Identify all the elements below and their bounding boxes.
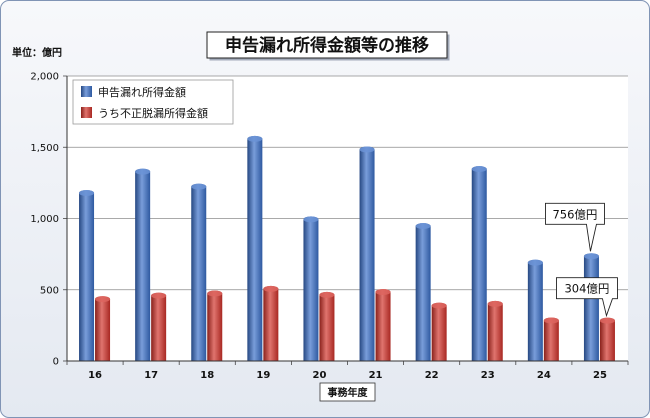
bar-series1-22 xyxy=(415,223,431,361)
annotation-label: 756億円 xyxy=(552,207,597,221)
bar-series1-24 xyxy=(527,259,543,361)
bar-series1-21 xyxy=(359,146,375,361)
bar-series2-24 xyxy=(543,317,559,361)
x-tick-label: 23 xyxy=(481,370,495,381)
bar-series2-22 xyxy=(431,302,447,361)
y-tick-label: 2,000 xyxy=(30,72,59,83)
bar-series2-19 xyxy=(263,285,279,361)
y-tick-label: 1,500 xyxy=(30,143,59,154)
x-tick-label: 24 xyxy=(537,370,551,381)
bar-top-series1-19 xyxy=(247,135,263,142)
bar-series2-25 xyxy=(599,317,615,361)
x-axis-label-box: 事務年度 xyxy=(319,382,376,402)
x-tick-label: 25 xyxy=(593,370,607,381)
bar-top-series1-21 xyxy=(359,146,375,153)
y-axis: 0 500 1,000 1,500 2,000 xyxy=(30,72,68,368)
bar-top-series2-25 xyxy=(599,317,615,324)
bar-top-series2-19 xyxy=(263,285,279,292)
legend-swatch-series-1 xyxy=(81,86,92,97)
annotations: 756億円 304億円 xyxy=(545,202,618,318)
legend: 申告漏れ所得金額 うち不正脱漏所得金額 xyxy=(72,79,234,125)
bar-top-series1-24 xyxy=(527,259,543,266)
bar-series1-18 xyxy=(191,183,207,361)
bar-top-series2-21 xyxy=(375,289,391,296)
x-axis-label-frame xyxy=(319,382,376,402)
bar-series1-20 xyxy=(303,216,319,361)
unit-label: 単位：億円 xyxy=(12,46,62,59)
bar-top-series1-18 xyxy=(191,183,207,190)
legend-swatch-series-2 xyxy=(81,107,92,118)
bars xyxy=(79,135,615,361)
bar-series1-17 xyxy=(135,168,151,361)
annotation-callout xyxy=(545,202,605,252)
chart-title-box: 申告漏れ所得金額等の推移 xyxy=(206,31,450,61)
x-tick-label: 22 xyxy=(425,370,439,381)
annotation-label: 304億円 xyxy=(564,282,609,296)
y-tick-label: 1,000 xyxy=(30,214,59,225)
chart-title-frame xyxy=(206,31,448,59)
x-tick-label: 18 xyxy=(200,370,214,381)
bar-top-series2-16 xyxy=(95,296,111,303)
y-tick-label: 0 xyxy=(53,357,59,368)
bar-series1-25 xyxy=(583,253,599,361)
chart-title: 申告漏れ所得金額等の推移 xyxy=(225,35,429,56)
bar-top-series1-25 xyxy=(583,253,599,260)
bar-top-series1-16 xyxy=(79,190,95,196)
x-tick-label: 19 xyxy=(256,370,270,381)
legend-label-series-1: 申告漏れ所得金額 xyxy=(98,85,186,99)
legend-label-series-2: うち不正脱漏所得金額 xyxy=(98,106,208,120)
bar-top-series2-23 xyxy=(487,300,503,307)
bar-top-series2-17 xyxy=(151,292,167,299)
bar-top-series1-22 xyxy=(415,223,431,230)
bar-series2-16 xyxy=(95,296,111,361)
bar-series2-23 xyxy=(487,300,503,361)
legend-box xyxy=(72,79,234,125)
bar-top-series2-20 xyxy=(319,291,335,298)
bar-series1-19 xyxy=(247,135,263,361)
bar-top-series1-20 xyxy=(303,216,319,223)
y-tick-label: 500 xyxy=(40,285,59,296)
bar-series1-16 xyxy=(79,190,95,361)
x-axis: 16 17 18 19 20 21 22 23 24 25 xyxy=(66,360,629,381)
bar-top-series1-17 xyxy=(135,168,151,175)
bar-series2-21 xyxy=(375,289,391,361)
bar-series2-20 xyxy=(319,291,335,361)
x-tick-label: 20 xyxy=(312,370,326,381)
bar-series2-18 xyxy=(207,290,223,361)
x-tick-label: 17 xyxy=(144,370,158,381)
bar-series2-17 xyxy=(151,292,167,361)
x-axis-label: 事務年度 xyxy=(328,386,369,399)
x-tick-label: 21 xyxy=(369,370,383,381)
annotation-callout xyxy=(556,277,618,318)
bar-top-series2-22 xyxy=(431,302,447,309)
bar-top-series1-23 xyxy=(471,166,487,173)
bar-top-series2-24 xyxy=(543,317,559,324)
x-tick-label: 16 xyxy=(88,370,102,381)
bar-series1-23 xyxy=(471,166,487,361)
bar-top-series2-18 xyxy=(207,290,223,297)
